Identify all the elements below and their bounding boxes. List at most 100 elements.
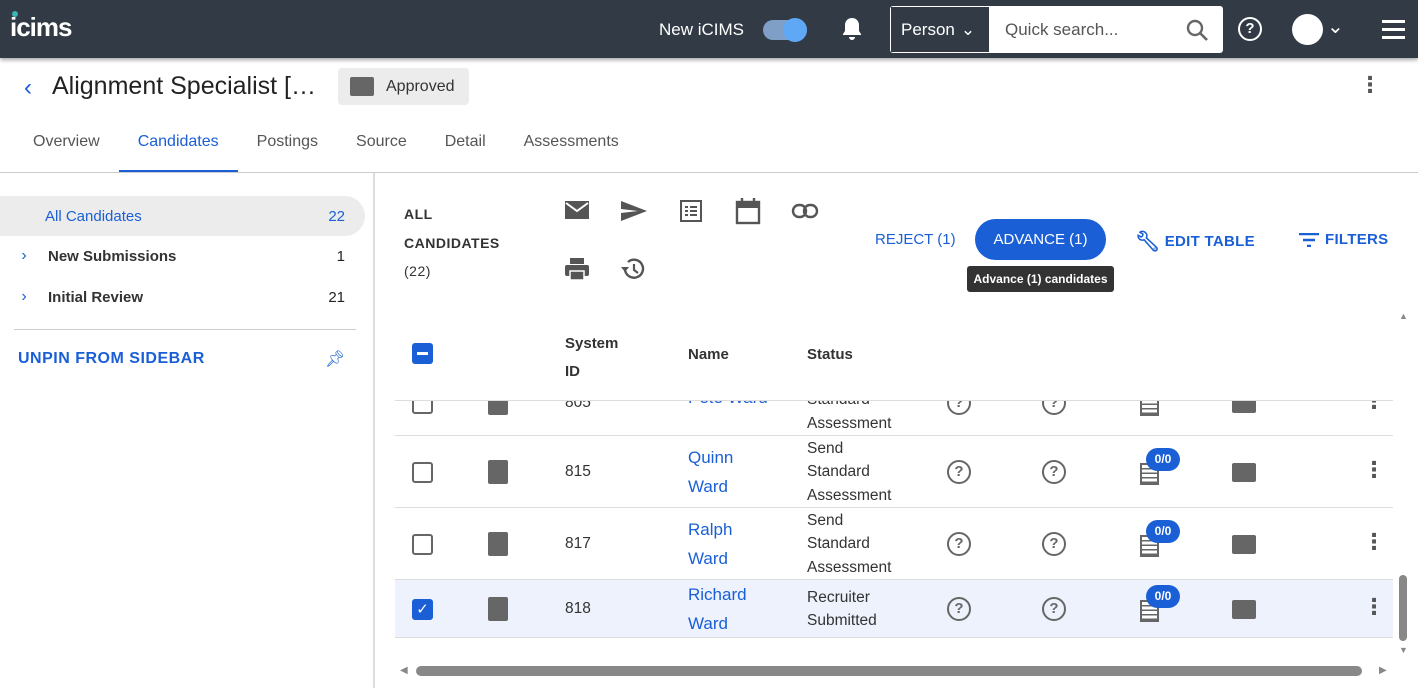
chevron-down-icon[interactable]: ⌄ bbox=[1327, 16, 1344, 38]
tab-source[interactable]: Source bbox=[356, 133, 407, 150]
scroll-right-arrow[interactable]: ▶ bbox=[1379, 665, 1387, 676]
row-checkbox[interactable] bbox=[412, 462, 433, 483]
search-placeholder: Quick search... bbox=[1005, 19, 1119, 39]
tab-candidates[interactable]: Candidates bbox=[118, 128, 238, 172]
table-row[interactable]: 805 Pete Ward Standard Assessment ? ? ⋮ bbox=[395, 401, 1393, 436]
resume-icon[interactable] bbox=[488, 401, 508, 415]
hamburger-menu-icon[interactable] bbox=[1382, 20, 1405, 39]
person-question-icon[interactable]: ? bbox=[947, 597, 971, 621]
history-icon[interactable] bbox=[620, 256, 646, 282]
column-header-name[interactable]: Name bbox=[688, 346, 729, 363]
row-checkbox[interactable]: ✓ bbox=[412, 599, 433, 620]
sidebar-item-all-candidates[interactable]: All Candidates 22 bbox=[0, 196, 365, 236]
more-options-icon[interactable]: ⋮ bbox=[1359, 72, 1381, 97]
row-more-options-icon[interactable]: ⋮ bbox=[1363, 594, 1385, 619]
last-name: Ward bbox=[688, 614, 728, 633]
chevron-right-icon[interactable]: › bbox=[21, 288, 27, 305]
folder-icon[interactable] bbox=[1232, 463, 1256, 482]
icims-logo[interactable]: icims bbox=[10, 11, 72, 43]
sidebar-item-initial-review[interactable]: › Initial Review 21 bbox=[0, 277, 365, 317]
person-question-icon[interactable]: ? bbox=[947, 532, 971, 556]
user-avatar-icon[interactable] bbox=[1292, 14, 1323, 45]
row-more-options-icon[interactable]: ⋮ bbox=[1363, 529, 1385, 554]
status-line: Recruiter bbox=[807, 588, 870, 606]
checklist-icon[interactable] bbox=[679, 199, 703, 223]
folder-icon[interactable] bbox=[1232, 535, 1256, 554]
system-id: 815 bbox=[565, 463, 591, 480]
candidate-name-link[interactable]: Pete Ward bbox=[688, 401, 768, 412]
status-line: Standard bbox=[807, 535, 870, 553]
horizontal-scrollbar[interactable] bbox=[416, 666, 1362, 676]
status-line: Standard bbox=[807, 401, 891, 412]
link-icon[interactable] bbox=[791, 203, 819, 219]
column-header-status[interactable]: Status bbox=[807, 346, 853, 363]
select-all-checkbox[interactable] bbox=[412, 343, 433, 364]
folder-icon[interactable] bbox=[1232, 600, 1256, 619]
list-title-line: ALL bbox=[404, 206, 433, 222]
assessment-list-icon[interactable] bbox=[1140, 401, 1159, 416]
status-line: Assessment bbox=[807, 486, 892, 504]
column-header-system-id[interactable]: System ID bbox=[565, 330, 618, 386]
list-title: ALL CANDIDATES (22) bbox=[404, 200, 500, 286]
vertical-scrollbar[interactable] bbox=[1399, 575, 1407, 641]
scroll-down-arrow[interactable]: ▼ bbox=[1399, 645, 1408, 655]
row-more-options-icon[interactable]: ⋮ bbox=[1363, 457, 1385, 482]
system-id: 805 bbox=[565, 401, 591, 411]
sidebar-item-new-submissions[interactable]: › New Submissions 1 bbox=[0, 236, 365, 276]
help-icon[interactable]: ? bbox=[1238, 17, 1262, 41]
status-text: Send Standard Assessment bbox=[807, 509, 891, 580]
row-more-options-icon[interactable]: ⋮ bbox=[1363, 401, 1385, 414]
chevron-down-icon: ⌄ bbox=[960, 19, 976, 39]
logo-text: icims bbox=[10, 12, 72, 42]
help-question-icon[interactable]: ? bbox=[1042, 460, 1066, 484]
table-row[interactable]: 815 Quinn Ward Send Standard Assessment ? ?… bbox=[395, 436, 1393, 508]
new-icims-toggle[interactable] bbox=[763, 18, 807, 42]
scroll-left-arrow[interactable]: ◀ bbox=[400, 665, 408, 676]
resume-icon[interactable] bbox=[488, 460, 508, 484]
pin-icon[interactable]: 📌︎ bbox=[325, 351, 346, 368]
quick-search: Person ⌄ Quick search... bbox=[890, 6, 1223, 53]
search-input[interactable]: Quick search... bbox=[989, 7, 1222, 52]
calendar-icon[interactable] bbox=[735, 197, 761, 225]
tab-assessments[interactable]: Assessments bbox=[523, 133, 619, 150]
advance-button[interactable]: ADVANCE (1) bbox=[975, 219, 1106, 260]
send-icon[interactable] bbox=[620, 199, 648, 223]
tab-overview[interactable]: Overview bbox=[33, 133, 100, 150]
search-icon[interactable] bbox=[1186, 19, 1208, 41]
table-row[interactable]: 817 Ralph Ward Send Standard Assessment ? ?… bbox=[395, 508, 1393, 580]
bell-icon[interactable] bbox=[840, 16, 864, 42]
search-type-select[interactable]: Person ⌄ bbox=[891, 7, 989, 52]
row-checkbox[interactable] bbox=[412, 534, 433, 555]
filters-button[interactable]: FILTERS bbox=[1299, 231, 1388, 248]
edit-table-button[interactable]: 🔧︎ EDIT TABLE bbox=[1135, 229, 1255, 254]
back-chevron-icon[interactable]: ‹ bbox=[24, 74, 32, 101]
unpin-from-sidebar-button[interactable]: UNPIN FROM SIDEBAR bbox=[18, 350, 205, 367]
person-question-icon[interactable]: ? bbox=[947, 401, 971, 415]
status-line: Assessment bbox=[807, 558, 892, 576]
resume-icon[interactable] bbox=[488, 597, 508, 621]
chevron-right-icon[interactable]: › bbox=[21, 247, 27, 264]
header-text: ID bbox=[565, 363, 580, 380]
reject-button[interactable]: REJECT (1) bbox=[875, 231, 956, 248]
tab-detail[interactable]: Detail bbox=[444, 133, 486, 150]
scroll-up-arrow[interactable]: ▲ bbox=[1399, 311, 1408, 321]
row-checkbox[interactable] bbox=[412, 401, 433, 414]
print-icon[interactable] bbox=[564, 257, 590, 281]
header-divider bbox=[395, 400, 1393, 401]
folder-icon[interactable] bbox=[1232, 401, 1256, 413]
candidate-name-link[interactable]: Quinn Ward bbox=[688, 443, 733, 501]
resume-icon[interactable] bbox=[488, 532, 508, 556]
person-question-icon[interactable]: ? bbox=[947, 460, 971, 484]
assessment-count-badge: 0/0 bbox=[1146, 448, 1180, 471]
help-question-icon[interactable]: ? bbox=[1042, 401, 1066, 415]
candidate-name-link[interactable]: Ralph Ward bbox=[688, 515, 732, 573]
first-name: Ralph bbox=[688, 520, 733, 539]
tab-postings[interactable]: Postings bbox=[256, 133, 319, 150]
help-question-icon[interactable]: ? bbox=[1042, 597, 1066, 621]
status-text: Approved bbox=[386, 77, 455, 95]
help-question-icon[interactable]: ? bbox=[1042, 532, 1066, 556]
candidate-name-link[interactable]: Richard Ward bbox=[688, 580, 747, 638]
sidebar-divider bbox=[14, 329, 356, 330]
email-icon[interactable] bbox=[564, 200, 590, 220]
table-row[interactable]: ✓ 818 Richard Ward Recruiter Submitted ? ?… bbox=[395, 580, 1393, 638]
